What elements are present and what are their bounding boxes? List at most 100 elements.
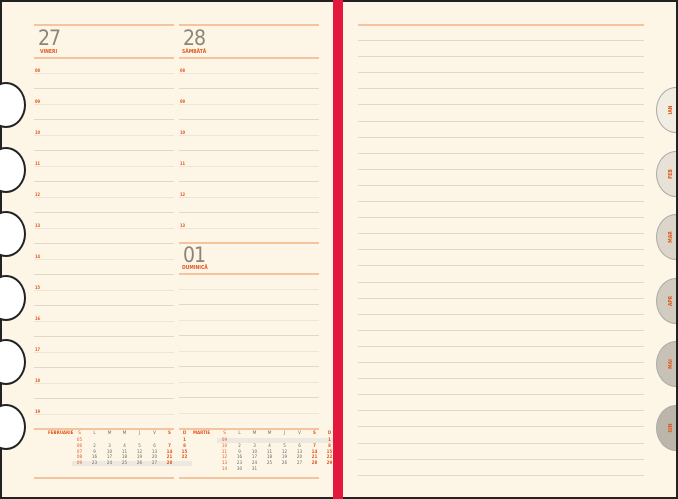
calendar-day[interactable]: 29: [326, 461, 333, 467]
calendar-day[interactable]: [307, 438, 322, 443]
calendar-day[interactable]: 31: [251, 467, 258, 472]
week-number[interactable]: 10: [221, 443, 228, 449]
calendar-day[interactable]: [162, 438, 177, 443]
month-tab-mai[interactable]: MAI: [656, 341, 676, 387]
calendar-day[interactable]: 18: [121, 455, 128, 461]
month-tab-apr[interactable]: APR: [656, 277, 676, 324]
notes-line: [358, 442, 644, 444]
calendar-day[interactable]: 19: [136, 455, 143, 461]
calendar-day[interactable]: [307, 467, 322, 472]
calendar-day[interactable]: 20: [296, 455, 303, 461]
calendar-day[interactable]: [262, 438, 277, 443]
calendar-day[interactable]: 21: [311, 455, 318, 461]
hour-half-line: [179, 413, 319, 414]
calendar-day[interactable]: 11: [266, 449, 273, 455]
calendar-day[interactable]: 7: [313, 443, 316, 449]
calendar-day[interactable]: 18: [266, 455, 273, 461]
calendar-day[interactable]: 1: [183, 438, 186, 443]
calendar-day[interactable]: 22: [181, 455, 188, 461]
calendar-day[interactable]: 13: [151, 449, 158, 455]
week-number[interactable]: 12: [221, 455, 228, 461]
calendar-day[interactable]: 16: [91, 455, 98, 461]
calendar-day[interactable]: 22: [326, 455, 333, 461]
calendar-day[interactable]: 12: [281, 449, 288, 455]
calendar-day[interactable]: 3: [108, 443, 111, 449]
calendar-day[interactable]: 11: [121, 449, 128, 455]
calendar-day[interactable]: 23: [236, 461, 243, 467]
notes-line: [358, 410, 644, 412]
week-number[interactable]: 09: [221, 438, 228, 443]
calendar-day[interactable]: 9: [238, 449, 241, 455]
calendar-day[interactable]: 7: [168, 443, 171, 449]
week-number[interactable]: 13: [221, 461, 228, 467]
hour-line: [34, 212, 174, 213]
month-tab-iun[interactable]: IUN: [656, 404, 676, 451]
calendar-day[interactable]: 13: [296, 449, 303, 455]
calendar-day[interactable]: [232, 438, 247, 443]
calendar-day[interactable]: 5: [283, 443, 286, 449]
calendar-day[interactable]: [277, 467, 292, 472]
calendar-day[interactable]: [117, 438, 132, 443]
calendar-day[interactable]: 25: [266, 461, 273, 467]
calendar-day[interactable]: 21: [166, 455, 173, 461]
calendar-day[interactable]: 2: [238, 443, 241, 449]
notes-line: [358, 88, 644, 90]
calendar-day[interactable]: 25: [121, 461, 128, 467]
week-number[interactable]: 14: [221, 467, 228, 472]
week-number[interactable]: 06: [76, 443, 83, 449]
week-number[interactable]: 11: [221, 449, 228, 455]
hour-label: 13: [180, 223, 186, 228]
calendar-day[interactable]: 15: [181, 449, 188, 455]
calendar-day[interactable]: 26: [281, 461, 288, 467]
calendar-day[interactable]: 15: [326, 449, 333, 455]
calendar-day[interactable]: 23: [91, 461, 98, 467]
week-number[interactable]: 08: [76, 455, 83, 461]
calendar-day[interactable]: 19: [281, 455, 288, 461]
calendar-day[interactable]: [132, 438, 147, 443]
calendar-day[interactable]: [147, 438, 162, 443]
calendar-day[interactable]: 27: [151, 461, 158, 467]
calendar-day[interactable]: 9: [93, 449, 96, 455]
calendar-day[interactable]: 10: [106, 449, 113, 455]
calendar-day[interactable]: 14: [166, 449, 173, 455]
calendar-day[interactable]: 1: [328, 438, 331, 443]
month-tab-ian[interactable]: IAN: [656, 87, 676, 133]
week-number[interactable]: 09: [76, 461, 83, 467]
calendar-day[interactable]: [292, 467, 307, 472]
calendar-day[interactable]: 10: [251, 449, 258, 455]
calendar-day[interactable]: 30: [236, 467, 243, 472]
calendar-day[interactable]: 8: [183, 443, 186, 449]
calendar-day[interactable]: 6: [298, 443, 301, 449]
week-number[interactable]: 05: [76, 438, 83, 443]
calendar-day[interactable]: 17: [106, 455, 113, 461]
day-number: 28: [183, 26, 206, 50]
calendar-day[interactable]: [277, 438, 292, 443]
calendar-day[interactable]: 2: [93, 443, 96, 449]
calendar-day[interactable]: 12: [136, 449, 143, 455]
calendar-day[interactable]: 5: [138, 443, 141, 449]
calendar-day[interactable]: 28: [166, 461, 173, 467]
calendar-day[interactable]: 4: [123, 443, 126, 449]
calendar-day[interactable]: 4: [268, 443, 271, 449]
calendar-day[interactable]: [87, 438, 102, 443]
calendar-day[interactable]: 17: [251, 455, 258, 461]
calendar-day[interactable]: 26: [136, 461, 143, 467]
week-number[interactable]: 07: [76, 449, 83, 455]
calendar-day[interactable]: 6: [153, 443, 156, 449]
calendar-day[interactable]: [262, 467, 277, 472]
calendar-day[interactable]: 20: [151, 455, 158, 461]
calendar-day[interactable]: [292, 438, 307, 443]
calendar-day[interactable]: 8: [328, 443, 331, 449]
calendar-day[interactable]: 24: [251, 461, 258, 467]
calendar-day[interactable]: 14: [311, 449, 318, 455]
calendar-day[interactable]: [247, 438, 262, 443]
calendar-day[interactable]: 3: [253, 443, 256, 449]
calendar-day[interactable]: 28: [311, 461, 318, 467]
calendar-day[interactable]: [102, 438, 117, 443]
calendar-day[interactable]: 24: [106, 461, 113, 467]
month-tab-feb[interactable]: FEB: [656, 150, 676, 197]
calendar-day[interactable]: 16: [236, 455, 243, 461]
notes-line: [358, 201, 644, 202]
calendar-day[interactable]: 27: [296, 461, 303, 467]
month-tab-mar[interactable]: MAR: [656, 214, 676, 260]
